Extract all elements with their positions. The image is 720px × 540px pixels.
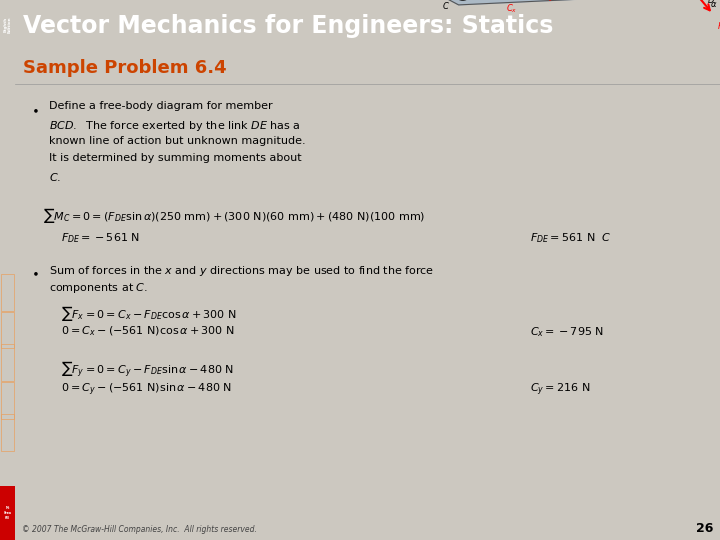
Text: $\bullet$: $\bullet$ bbox=[30, 104, 38, 117]
Text: $C.$: $C.$ bbox=[49, 171, 61, 183]
Text: Sum of forces in the $x$ and $y$ directions may be used to find the force: Sum of forces in the $x$ and $y$ directi… bbox=[49, 264, 434, 278]
Text: $F_{DE}$: $F_{DE}$ bbox=[717, 21, 720, 33]
Text: It is determined by summing moments about: It is determined by summing moments abou… bbox=[49, 153, 302, 164]
Text: $\sum M_C = 0 = (F_{DE} \sin\alpha)(250\ \mathrm{mm})+(300\ \mathrm{N})(60\ \mat: $\sum M_C = 0 = (F_{DE} \sin\alpha)(250\… bbox=[43, 206, 426, 225]
Text: $\bullet$: $\bullet$ bbox=[30, 266, 38, 279]
Text: $0 = C_x -(-561\ \mathrm{N})\cos\alpha + 300\ \mathrm{N}$: $0 = C_x -(-561\ \mathrm{N})\cos\alpha +… bbox=[60, 325, 235, 339]
Text: $0 = C_y -(-561\ \mathrm{N})\sin\alpha - 480\ \mathrm{N}$: $0 = C_y -(-561\ \mathrm{N})\sin\alpha -… bbox=[60, 381, 232, 397]
Text: Define a free-body diagram for member: Define a free-body diagram for member bbox=[49, 102, 272, 111]
Text: Mc
Graw
Hill: Mc Graw Hill bbox=[4, 507, 12, 519]
Polygon shape bbox=[369, 0, 703, 5]
Text: © 2007 The McGraw-Hill Companies, Inc.  All rights reserved.: © 2007 The McGraw-Hill Companies, Inc. A… bbox=[22, 524, 257, 534]
Text: components at $C.$: components at $C.$ bbox=[49, 281, 148, 295]
Text: 26: 26 bbox=[696, 523, 713, 536]
Text: $F_{DE} = -561\ \mathrm{N}$: $F_{DE} = -561\ \mathrm{N}$ bbox=[60, 232, 140, 245]
Text: $C_y = 216\ \mathrm{N}$: $C_y = 216\ \mathrm{N}$ bbox=[530, 381, 590, 397]
Text: $BCD.$  The force exerted by the link $DE$ has a: $BCD.$ The force exerted by the link $DE… bbox=[49, 119, 300, 133]
Text: Vector Mechanics for Engineers: Statics: Vector Mechanics for Engineers: Statics bbox=[24, 14, 554, 38]
Text: $F_{DE} = 561\ \mathrm{N}\ \ C$: $F_{DE} = 561\ \mathrm{N}\ \ C$ bbox=[530, 232, 611, 245]
Text: known line of action but unknown magnitude.: known line of action but unknown magnitu… bbox=[49, 136, 305, 146]
Text: D: D bbox=[708, 0, 714, 5]
Text: Sample Problem 6.4: Sample Problem 6.4 bbox=[24, 59, 227, 77]
Text: C: C bbox=[443, 2, 449, 11]
Text: $C_x = -795\ \mathrm{N}$: $C_x = -795\ \mathrm{N}$ bbox=[530, 325, 604, 339]
Text: $C_x$: $C_x$ bbox=[505, 3, 517, 15]
Text: $\alpha$: $\alpha$ bbox=[710, 1, 718, 9]
Text: Eighth
Edition: Eighth Edition bbox=[3, 16, 12, 33]
Bar bbox=[0, 486, 15, 540]
Text: $\sum F_x = 0 = C_x - F_{DE}\cos\alpha + 300\ \mathrm{N}$: $\sum F_x = 0 = C_x - F_{DE}\cos\alpha +… bbox=[60, 303, 237, 322]
Text: $\sum F_y = 0 = C_y - F_{DE}\sin\alpha - 480\ \mathrm{N}$: $\sum F_y = 0 = C_y - F_{DE}\sin\alpha -… bbox=[60, 360, 234, 380]
